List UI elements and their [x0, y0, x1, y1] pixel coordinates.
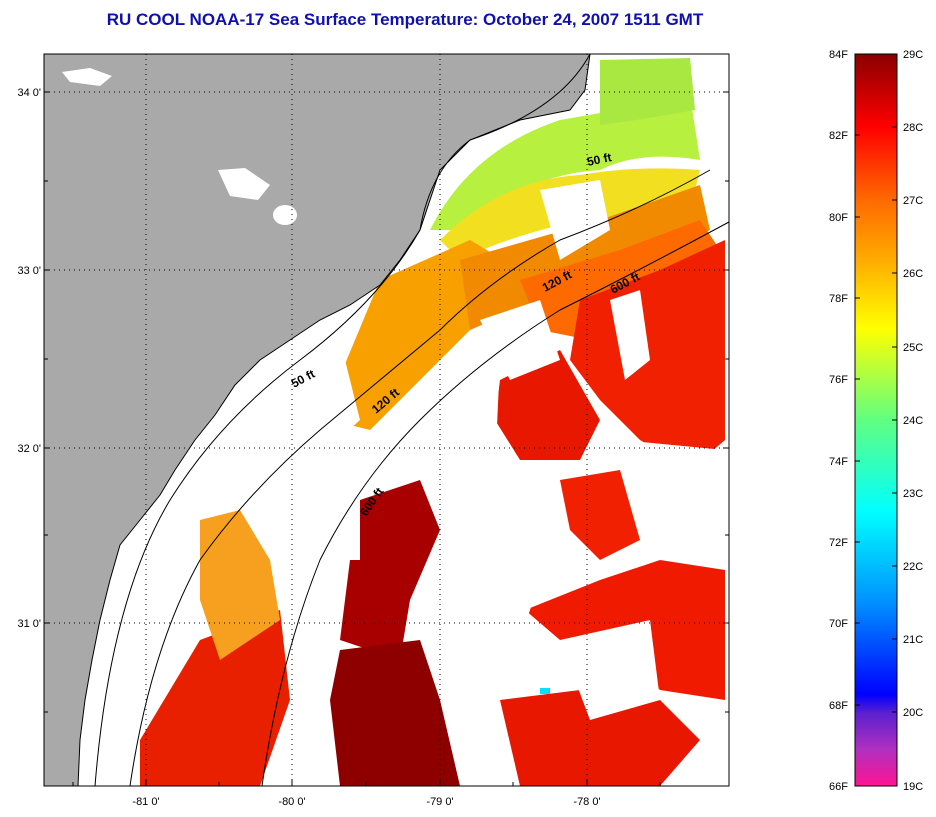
map-panel	[44, 54, 729, 786]
colorbar: 84F 82F 80F 78F 76F 74F 72F 70F 68F 66F …	[829, 49, 923, 793]
colorbar-fahrenheit-labels: 84F 82F 80F 78F 76F 74F 72F 70F 68F 66F	[829, 49, 848, 793]
cbar-f-label: 66F	[829, 781, 848, 793]
cbar-c-label: 27C	[903, 195, 923, 207]
cbar-c-label: 19C	[903, 781, 923, 793]
land-cloud-blobs	[62, 68, 297, 225]
lat-label: 33 0'	[17, 265, 41, 277]
cbar-f-label: 70F	[829, 618, 848, 630]
cbar-f-label: 68F	[829, 700, 848, 712]
cbar-c-label: 29C	[903, 49, 923, 61]
cloud-gap	[290, 430, 360, 560]
cloud-gap	[610, 290, 650, 380]
sst-patch-orange-mid	[460, 185, 710, 330]
sst-patch-darkred-south	[330, 640, 460, 786]
cbar-c-label: 24C	[903, 415, 923, 427]
cloud-gap	[620, 440, 725, 560]
contour-line-50ft	[94, 54, 591, 786]
contour-label-50ft-north: 50 ft	[586, 150, 613, 169]
cbar-c-label: 22C	[903, 561, 923, 573]
lat-label: 31 0'	[17, 618, 41, 630]
cbar-f-label: 74F	[829, 456, 848, 468]
sst-patches	[140, 58, 725, 786]
sst-patch-red-central	[495, 350, 600, 460]
colorbar-gradient	[854, 53, 898, 787]
cloud-gap	[440, 470, 560, 640]
cbar-f-label: 80F	[829, 212, 848, 224]
axis-ticks	[44, 91, 729, 786]
cbar-f-label: 72F	[829, 537, 848, 549]
lon-label: -78 0'	[573, 796, 600, 808]
cloud-gap	[240, 300, 360, 500]
cbar-c-label: 26C	[903, 268, 923, 280]
cbar-c-label: 23C	[903, 488, 923, 500]
cbar-f-label: 76F	[829, 374, 848, 386]
cloud-gap	[560, 620, 660, 720]
cbar-c-label: 21C	[903, 634, 923, 646]
cloud-mask	[240, 180, 725, 720]
cloud-blob	[218, 168, 270, 200]
sst-patch-red-southeast	[500, 690, 700, 786]
cbar-c-label: 25C	[903, 342, 923, 354]
map-title: RU COOL NOAA-17 Sea Surface Temperature:…	[106, 10, 704, 29]
sst-patch-darkred-band	[340, 480, 440, 660]
cloud-blob	[273, 205, 297, 225]
sst-patch-green-north	[600, 58, 695, 125]
lon-label: -79 0'	[426, 796, 453, 808]
depth-contours	[94, 54, 729, 786]
sst-patch-green	[430, 95, 700, 230]
latitude-labels: 34 0' 33 0' 32 0' 31 0'	[17, 87, 41, 630]
cbar-c-label: 28C	[903, 122, 923, 134]
map-frame	[43, 53, 730, 787]
longitude-labels: -81 0' -80 0' -79 0' -78 0'	[132, 796, 600, 808]
lon-label: -80 0'	[278, 796, 305, 808]
colorbar-ticks	[855, 53, 897, 713]
cloud-blob	[62, 68, 112, 86]
lat-label: 32 0'	[17, 443, 41, 455]
contour-line-120ft	[129, 169, 711, 786]
cbar-f-label: 82F	[829, 130, 848, 142]
cbar-c-label: 20C	[903, 707, 923, 719]
contour-line-600ft	[261, 221, 729, 786]
cbar-f-label: 78F	[829, 293, 848, 305]
cloud-gap	[540, 180, 610, 260]
sst-patch-red-east	[560, 470, 640, 560]
sst-speck-cyan	[540, 688, 550, 694]
lat-label: 34 0'	[17, 87, 41, 99]
lon-label: -81 0'	[132, 796, 159, 808]
graticule	[44, 54, 729, 786]
sst-patch-red-sw	[140, 610, 290, 786]
cbar-f-label: 84F	[829, 49, 848, 61]
colorbar-celsius-labels: 29C 28C 27C 26C 25C 24C 23C 22C 21C 20C …	[903, 49, 923, 793]
cloud-gap	[430, 360, 500, 470]
